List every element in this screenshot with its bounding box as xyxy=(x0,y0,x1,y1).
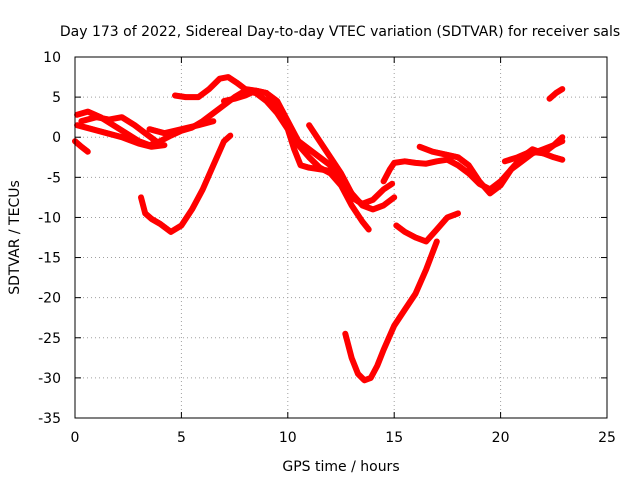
chart-title: Day 173 of 2022, Sidereal Day-to-day VTE… xyxy=(60,24,620,40)
series-layer xyxy=(72,74,566,384)
y-tick-label: -35 xyxy=(38,411,61,427)
x-tick-label: 25 xyxy=(598,430,616,446)
series-line xyxy=(342,238,440,384)
y-tick-label: -25 xyxy=(38,331,61,347)
y-axis-title: SDTVAR / TECUs xyxy=(7,180,23,295)
series-line-trace xyxy=(308,122,397,210)
x-tick-label: 15 xyxy=(385,430,403,446)
grid-layer xyxy=(75,57,607,418)
x-tick-label: 10 xyxy=(279,430,297,446)
series-line-trace xyxy=(80,114,159,142)
series-line-trace xyxy=(548,86,565,99)
tick-layer: 0 5 10 15 20 25 -35 -30 -25 -20 -15 -10 -5 0 5 10 xyxy=(38,50,616,446)
y-tick-label: 5 xyxy=(52,90,61,106)
x-tick-label: 0 xyxy=(71,430,80,446)
series-line-trace xyxy=(140,132,233,233)
series-line-trace xyxy=(74,138,91,152)
y-tick-label: -15 xyxy=(38,251,61,267)
series-line-trace xyxy=(76,122,167,148)
y-tick-label: -10 xyxy=(38,210,61,226)
y-tick-label: 0 xyxy=(52,130,61,146)
plot-frame xyxy=(74,56,608,419)
x-tick-label: 20 xyxy=(492,430,510,446)
series-line xyxy=(74,87,361,205)
series-line-trace xyxy=(223,88,371,230)
series-line-trace xyxy=(148,118,216,134)
y-tick-label: -20 xyxy=(38,291,61,307)
series-line-trace xyxy=(504,134,565,162)
series-line-trace xyxy=(395,210,461,242)
x-axis-title: GPS time / hours xyxy=(282,459,399,475)
y-tick-label: -5 xyxy=(47,170,61,186)
y-tick-label: -30 xyxy=(38,371,61,387)
x-tick-label: 5 xyxy=(177,430,186,446)
series-line-trace xyxy=(344,238,440,381)
y-tick-label: 10 xyxy=(43,50,61,66)
